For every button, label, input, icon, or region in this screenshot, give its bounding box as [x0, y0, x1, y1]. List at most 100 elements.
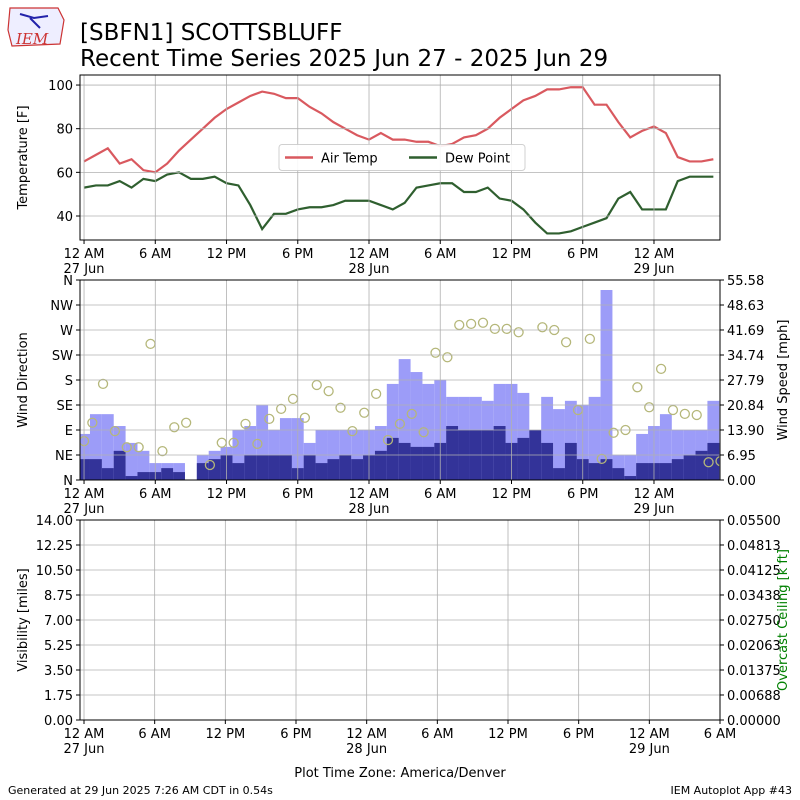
direction-marker — [145, 338, 156, 350]
x-tick-date: 27 Jun — [64, 742, 105, 757]
y-tick-label: S — [65, 374, 73, 389]
direction-marker — [465, 318, 477, 330]
direction-marker — [240, 418, 251, 430]
panel: N NE E SE S SW W NW N 0.00 6.95 13.90 20.84 27.79 34.7… — [16, 274, 791, 517]
x-tick-label: 6 AM — [424, 247, 457, 262]
y-axis-label: Visibility [miles] — [16, 568, 31, 671]
y2-tick-label: 0.02750 — [727, 614, 781, 629]
bar — [113, 450, 126, 480]
y-tick-label: W — [60, 324, 73, 339]
y-tick-label: N — [63, 474, 73, 489]
direction-marker — [370, 388, 382, 400]
y-tick-label: SE — [57, 399, 73, 414]
y2-tick-label: 0.03438 — [727, 589, 781, 604]
direction-marker — [501, 323, 512, 335]
y2-tick-label: 0.01375 — [727, 664, 781, 679]
bar — [101, 414, 114, 480]
direction-marker — [406, 408, 417, 420]
bar — [671, 459, 684, 480]
x-tick-label: 12 AM — [64, 487, 105, 502]
y-axis-label: Temperature [F] — [16, 105, 31, 210]
x-tick-label: 6 AM — [139, 247, 172, 262]
x-tick-date: 28 Jun — [346, 742, 387, 757]
bar — [244, 455, 257, 480]
direction-marker — [287, 393, 299, 405]
x-tick-label: 6 AM — [139, 487, 172, 502]
line-series — [83, 86, 714, 174]
direction-marker — [394, 418, 406, 430]
bar — [125, 442, 138, 480]
line-series — [83, 171, 714, 235]
bar — [564, 442, 577, 480]
bar — [89, 414, 102, 480]
y-tick-label: 5.25 — [44, 639, 73, 654]
bar — [659, 414, 672, 480]
bar — [600, 459, 613, 480]
plot-area — [80, 290, 720, 480]
y2-tick-label: 20.84 — [727, 399, 764, 414]
x-tick-date: 28 Jun — [349, 502, 390, 517]
bar — [315, 463, 328, 480]
bar — [125, 476, 138, 480]
bar — [612, 455, 625, 480]
direction-marker — [477, 317, 489, 328]
x-tick-date: 29 Jun — [633, 262, 674, 277]
bar — [636, 433, 649, 480]
x-tick-date: 29 Jun — [633, 502, 674, 517]
y-tick-label: E — [65, 424, 73, 439]
direction-marker — [596, 453, 607, 465]
bar — [493, 426, 506, 480]
bar — [279, 418, 292, 480]
bar — [351, 459, 364, 480]
bar — [89, 459, 102, 480]
x-tick-label: 12 PM — [207, 247, 247, 262]
direction-marker — [109, 425, 121, 437]
x-tick-label: 12 AM — [349, 487, 390, 502]
bar — [410, 372, 423, 480]
y2-tick-label: 13.90 — [727, 424, 764, 439]
bar — [600, 290, 613, 480]
y-tick-label: NE — [55, 449, 73, 464]
x-tick-label: 6 AM — [704, 727, 737, 742]
y-tick-label: 100 — [48, 79, 73, 94]
bar — [588, 463, 601, 480]
direction-marker — [442, 352, 453, 363]
direction-marker — [560, 337, 572, 348]
direction-marker — [97, 378, 109, 390]
bar — [268, 455, 280, 480]
y2-tick-label: 0.02063 — [727, 639, 781, 654]
y2-tick-label: 0.00 — [727, 474, 756, 489]
bar — [244, 426, 257, 480]
direction-marker — [430, 347, 441, 358]
bar — [232, 463, 245, 480]
bar — [541, 442, 554, 480]
y-tick-label: N — [63, 274, 73, 289]
x-tick-date: 27 Jun — [64, 262, 105, 277]
direction-marker — [691, 409, 702, 421]
bar — [173, 463, 185, 480]
bar — [279, 455, 292, 480]
bar — [196, 463, 209, 480]
y2-tick-label: 6.95 — [727, 449, 756, 464]
x-tick-label: 12 AM — [349, 247, 390, 262]
legend: Air Temp Dew Point — [278, 144, 526, 171]
title: [SBFN1] SCOTTSBLUFF — [80, 20, 343, 46]
logo-lines — [19, 13, 49, 29]
direction-marker — [347, 425, 358, 437]
y2-tick-label: 0.05500 — [727, 514, 781, 529]
y-tick-label: 10.50 — [36, 564, 73, 579]
direction-marker — [252, 438, 263, 450]
direction-marker — [133, 442, 144, 453]
logo: IEM — [7, 7, 65, 48]
direction-marker — [311, 379, 322, 391]
x-axis-label: Plot Time Zone: America/Denver — [294, 766, 506, 781]
x-tick-label: 6 PM — [280, 727, 311, 742]
direction-marker — [157, 445, 168, 457]
x-tick-label: 6 AM — [421, 727, 454, 742]
bar — [137, 472, 150, 480]
y-tick-label: 3.50 — [44, 664, 73, 679]
panel: 0.00 1.75 3.50 5.25 7.00 8.75 10.50 12.25 14.00 0… — [16, 514, 791, 781]
axes-frame — [79, 519, 721, 721]
